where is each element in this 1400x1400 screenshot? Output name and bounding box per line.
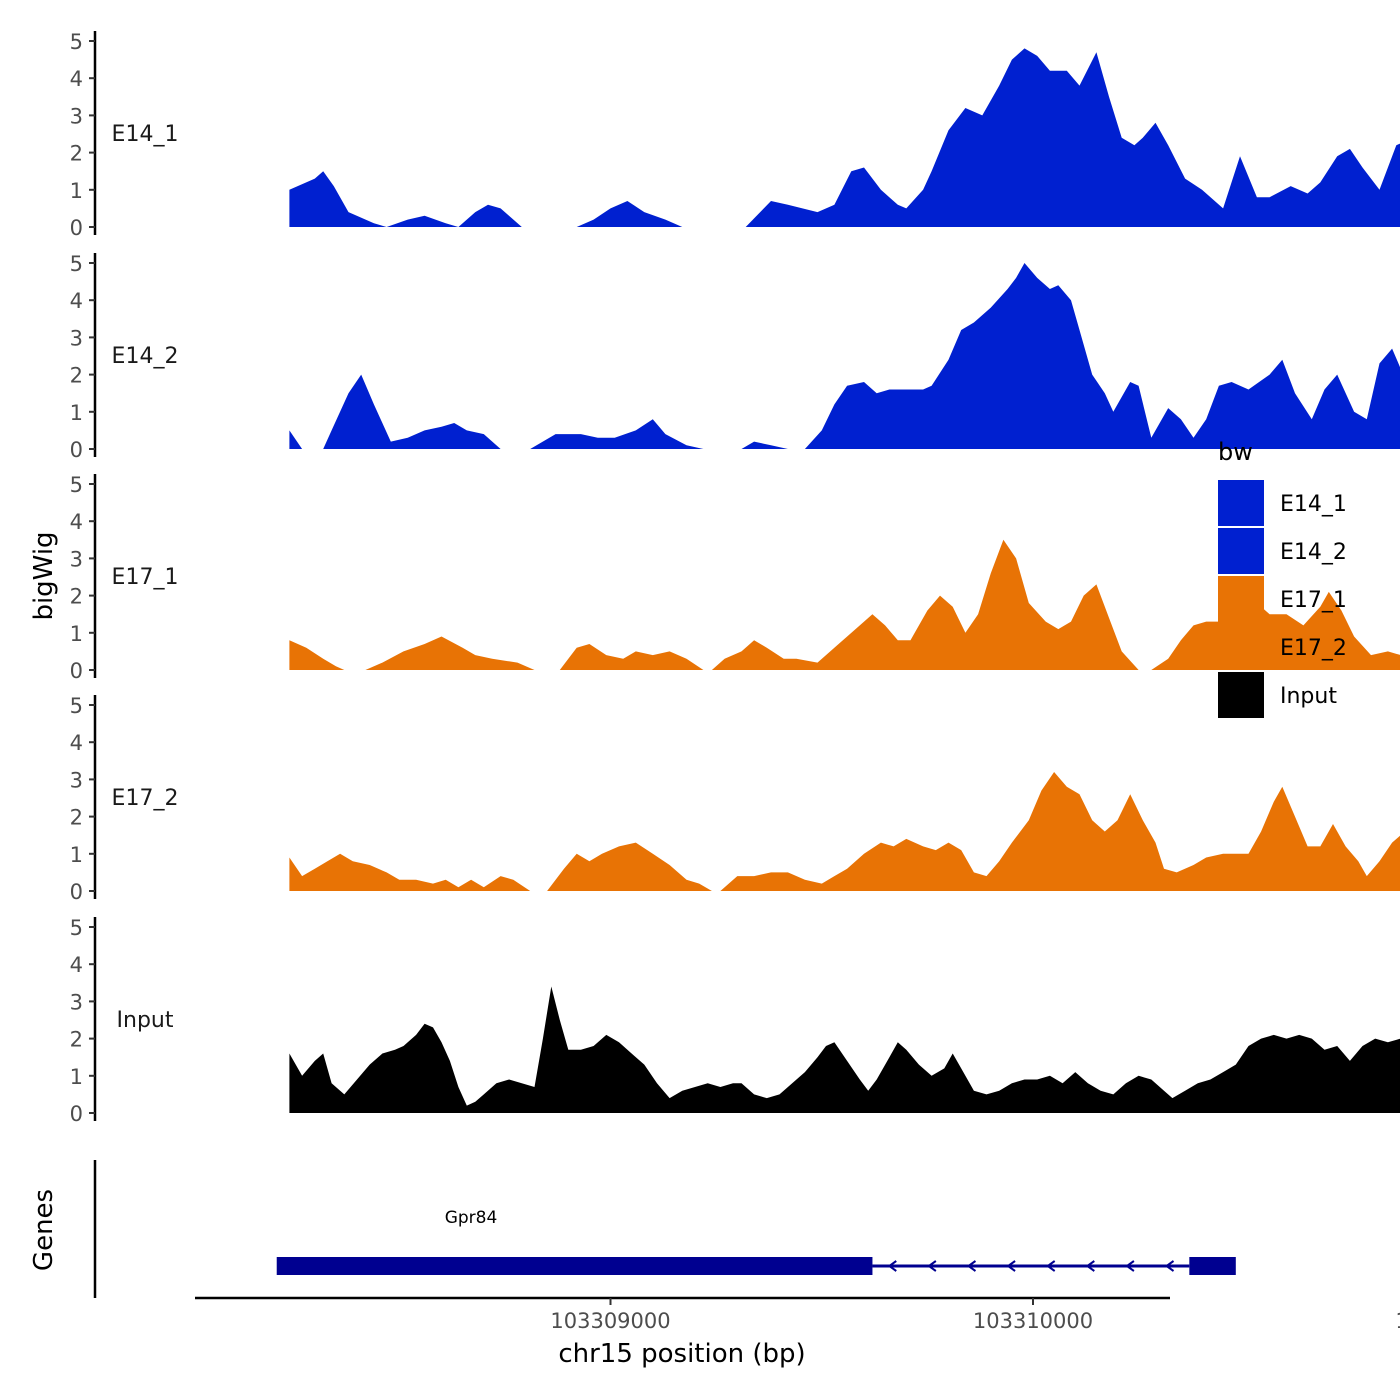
genes-axis-title: Genes	[29, 1189, 59, 1271]
x-tick-label: 103310000	[973, 1309, 1093, 1333]
coverage-area-E17_2	[289, 772, 1400, 891]
y-tick-label: 5	[70, 252, 83, 276]
strand-arrow	[1085, 1260, 1095, 1272]
y-tick-label: 2	[70, 806, 83, 830]
y-tick-label: 2	[70, 585, 83, 609]
y-tick-label: 4	[70, 289, 83, 313]
y-tick-label: 5	[70, 473, 83, 497]
y-tick-label: 5	[70, 30, 83, 54]
genes-track: Gpr84	[93, 1160, 1236, 1298]
track-label: E14_2	[112, 344, 179, 369]
y-tick-label: 2	[70, 364, 83, 388]
coverage-area-E14_1	[289, 48, 1400, 227]
x-tick-label: 103309000	[550, 1309, 670, 1333]
y-tick-label: 1	[70, 179, 83, 203]
y-tick-label: 1	[70, 1065, 83, 1089]
tracks-layer: 0 1 2 3 4 5 E14_1 0 1 2 3 4 5 E14_2 0 1 2 3 4 5 E17_1 0 1 2 3 4 5 E…	[70, 30, 1400, 1126]
y-tick-label: 0	[70, 1102, 83, 1126]
legend-item-E17_1: E17_1	[1218, 576, 1347, 622]
y-tick-label: 3	[70, 547, 83, 571]
legend-title: bw	[1218, 438, 1253, 466]
legend-swatch	[1218, 672, 1264, 718]
legend-swatch	[1218, 528, 1264, 574]
track-label: Input	[117, 1008, 174, 1033]
y-tick-label: 2	[70, 142, 83, 166]
legend-label: E14_1	[1280, 492, 1347, 517]
track-label: E17_1	[112, 565, 179, 590]
gene-Gpr84: Gpr84	[276, 1208, 1236, 1275]
y-tick-label: 3	[70, 104, 83, 128]
gene-name-label: Gpr84	[445, 1208, 498, 1228]
track-panel-E17_2: 0 1 2 3 4 5 E17_2	[70, 694, 1400, 904]
legend-label: Input	[1280, 684, 1337, 709]
y-tick-label: 0	[70, 659, 83, 683]
y-tick-label: 3	[70, 990, 83, 1014]
legend-swatch	[1218, 480, 1264, 526]
strand-arrow	[1045, 1260, 1056, 1272]
strand-arrow	[927, 1260, 937, 1272]
y-tick-label: 5	[70, 916, 83, 940]
y-axis-title: bigWig	[29, 531, 59, 620]
legend-item-E17_2: E17_2	[1218, 624, 1347, 670]
y-tick-label: 0	[70, 438, 83, 462]
y-tick-label: 4	[70, 67, 83, 91]
strand-arrow	[887, 1260, 897, 1272]
y-tick-label: 4	[70, 510, 83, 534]
legend-label: E14_2	[1280, 540, 1347, 565]
y-tick-label: 0	[70, 880, 83, 904]
y-tick-label: 1	[70, 622, 83, 646]
strand-arrow	[1164, 1260, 1175, 1272]
track-panel-Input: 0 1 2 3 4 5 Input	[70, 916, 1400, 1126]
y-tick-label: 0	[70, 216, 83, 240]
strand-arrow	[966, 1260, 977, 1272]
legend: bw E14_1 E14_2 E17_1 E17_2 Input	[1218, 438, 1347, 718]
x-axis: 103309000103310000103311000103312000	[195, 1296, 1400, 1333]
x-tick-label: 103311000	[1395, 1309, 1400, 1333]
legend-item-E14_1: E14_1	[1218, 480, 1347, 526]
coverage-area-E17_1	[289, 539, 1400, 670]
track-panel-E17_1: 0 1 2 3 4 5 E17_1	[70, 473, 1400, 683]
y-tick-label: 5	[70, 694, 83, 718]
y-tick-label: 2	[70, 1028, 83, 1052]
coverage-area-Input	[289, 986, 1400, 1113]
gene-exon	[1189, 1257, 1236, 1275]
coverage-area-E14_2	[289, 263, 1400, 449]
y-tick-label: 4	[70, 731, 83, 755]
track-label: E17_2	[112, 786, 179, 811]
legend-swatch	[1218, 576, 1264, 622]
legend-label: E17_1	[1280, 588, 1347, 613]
strand-arrow	[1006, 1260, 1016, 1272]
track-panel-E14_1: 0 1 2 3 4 5 E14_1	[70, 30, 1400, 240]
y-tick-label: 4	[70, 953, 83, 977]
y-tick-label: 1	[70, 843, 83, 867]
gene-exon	[276, 1257, 873, 1275]
track-label: E14_1	[112, 122, 179, 147]
y-tick-label: 3	[70, 768, 83, 792]
legend-item-Input: Input	[1218, 672, 1337, 718]
legend-item-E14_2: E14_2	[1218, 528, 1347, 574]
y-tick-label: 3	[70, 326, 83, 350]
track-panel-E14_2: 0 1 2 3 4 5 E14_2	[70, 252, 1400, 462]
legend-label: E17_2	[1280, 636, 1347, 661]
strand-arrow	[1125, 1260, 1135, 1272]
legend-swatch	[1218, 624, 1264, 670]
y-tick-label: 1	[70, 401, 83, 425]
x-axis-title: chr15 position (bp)	[558, 1339, 805, 1369]
